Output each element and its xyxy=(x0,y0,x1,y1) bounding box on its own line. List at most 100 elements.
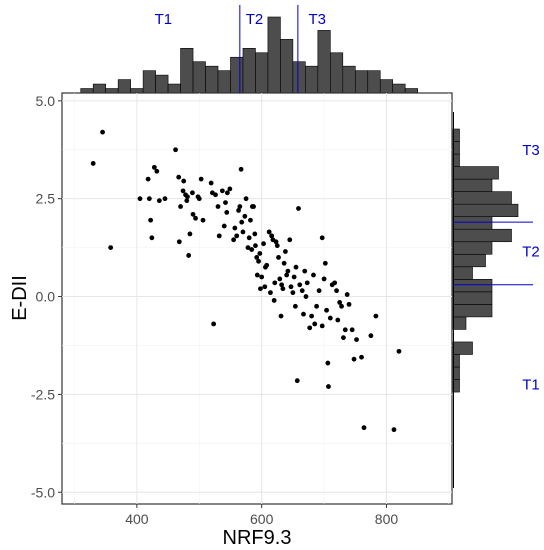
scatter-point xyxy=(196,196,202,202)
scatter-point xyxy=(296,206,301,211)
scatter-point xyxy=(314,303,319,309)
x-tertile-label: T2 xyxy=(246,11,264,28)
scatter-point xyxy=(242,213,248,219)
x-hist-bar xyxy=(280,39,294,94)
scatter-point xyxy=(346,301,352,307)
scatter-point xyxy=(256,258,261,264)
scatter-point xyxy=(316,288,322,294)
scatter-point xyxy=(368,333,374,339)
scatter-point xyxy=(277,276,283,282)
scatter-point xyxy=(243,196,249,202)
scatter-point xyxy=(287,237,293,243)
scatter-point xyxy=(156,198,162,204)
scatter-point xyxy=(211,321,217,327)
scatter-point xyxy=(259,274,265,280)
x-hist-bar xyxy=(305,65,319,94)
scatter-point xyxy=(221,223,227,229)
scatter-point xyxy=(186,253,192,258)
scatter-point xyxy=(297,282,303,288)
y-tertile-label: T3 xyxy=(522,142,540,159)
scatter-point xyxy=(278,313,284,319)
scatter-point xyxy=(276,255,281,260)
y-tick-label: -5.0 xyxy=(31,484,55,500)
scatter-point xyxy=(304,280,310,286)
scatter-point xyxy=(294,378,300,384)
scatter-point xyxy=(162,196,168,202)
y-tick-label: 5.0 xyxy=(36,93,56,109)
scatter-point xyxy=(251,204,256,209)
scatter-point xyxy=(301,311,306,317)
scatter-point xyxy=(184,198,190,204)
scatter-point xyxy=(325,360,331,366)
scatter-point xyxy=(341,335,346,341)
scatter-point xyxy=(273,239,279,245)
scatter-point xyxy=(351,356,357,362)
scatter-point xyxy=(232,225,238,231)
x-hist-bar xyxy=(379,79,394,94)
y-hist-bar xyxy=(452,291,493,305)
y-hist-bar xyxy=(452,279,493,293)
y-tick-label: -2.5 xyxy=(31,386,55,402)
x-hist-bar xyxy=(142,70,156,94)
scatter-point xyxy=(261,241,266,247)
scatter-point xyxy=(361,425,367,431)
x-tertile-label: T1 xyxy=(155,11,173,28)
scatter-point xyxy=(145,176,151,182)
scatter-point xyxy=(274,243,280,249)
scatter-point xyxy=(224,190,230,196)
scatter-point xyxy=(90,161,96,166)
x-hist-bar xyxy=(392,83,406,94)
scatter-point xyxy=(253,243,258,249)
scatter-panel-border xyxy=(61,92,453,505)
y-marginal-histogram xyxy=(452,128,519,393)
y-hist-bar xyxy=(452,178,493,192)
scatter-point xyxy=(319,323,325,329)
scatter-point xyxy=(180,188,186,194)
scatter-point xyxy=(359,354,364,360)
scatter-point xyxy=(234,233,240,239)
scatter-point xyxy=(190,211,196,217)
scatter-point xyxy=(246,235,252,241)
scatter-point xyxy=(322,260,328,266)
scatter-point xyxy=(396,348,402,354)
x-axis-ticks: 400 600 800 xyxy=(125,504,398,527)
scatter-point xyxy=(190,190,195,196)
scatter-point xyxy=(327,315,333,321)
x-hist-bar xyxy=(242,47,256,94)
scatter-point xyxy=(302,268,308,274)
scatter-point xyxy=(269,233,275,239)
x-hist-bar xyxy=(180,47,194,94)
scatter-point xyxy=(185,194,190,200)
x-hist-bar xyxy=(255,52,269,94)
scatter-point xyxy=(293,264,299,270)
y-tick-label: 0.0 xyxy=(36,289,56,305)
scatter-point xyxy=(299,288,305,294)
x-tick-label: 400 xyxy=(125,511,149,527)
scatter-point xyxy=(282,249,288,254)
x-marginal-histogram xyxy=(80,16,418,94)
scatter-points xyxy=(90,129,402,433)
x-hist-bar xyxy=(217,70,231,94)
scatter-point xyxy=(108,245,114,251)
scatter-point xyxy=(248,217,253,223)
scatter-point xyxy=(291,274,297,280)
scatter-point xyxy=(178,204,183,209)
scatter-point xyxy=(326,384,331,389)
scatter-point xyxy=(324,307,329,313)
scatter-point xyxy=(148,217,154,223)
y-hist-bar xyxy=(452,266,473,280)
scatter-point xyxy=(231,237,237,243)
x-hist-bar xyxy=(354,70,369,94)
scatter-point xyxy=(258,286,263,292)
scatter-point xyxy=(272,280,278,286)
scatter-point xyxy=(281,260,287,266)
x-hist-bar xyxy=(130,88,144,94)
scatter-point xyxy=(321,276,327,282)
x-hist-bar xyxy=(80,88,94,94)
scatter-point xyxy=(227,186,233,192)
x-hist-bar xyxy=(342,65,356,94)
y-tick-label: 2.5 xyxy=(36,191,56,207)
scatter-point xyxy=(238,166,244,172)
scatter-point xyxy=(224,209,230,215)
